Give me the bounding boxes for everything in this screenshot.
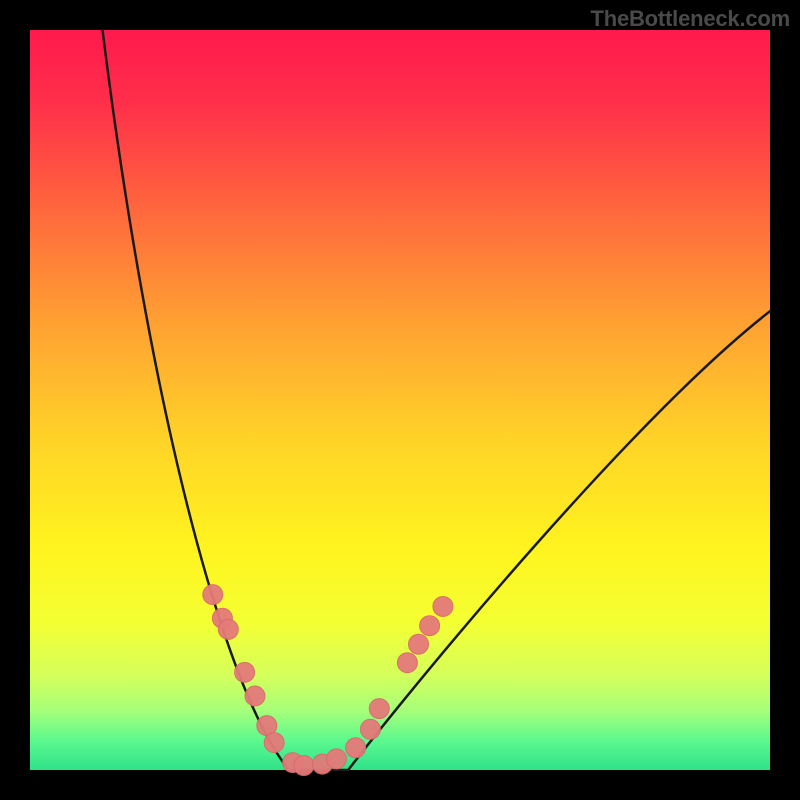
marker-point [360,719,380,739]
marker-point [235,662,255,682]
marker-point [245,686,265,706]
chart-svg [0,0,800,800]
marker-point [369,699,389,719]
marker-point [433,596,453,616]
marker-point [218,619,238,639]
marker-point [264,733,284,753]
marker-point [346,738,366,758]
marker-point [294,756,314,776]
marker-point [203,585,223,605]
marker-point [420,616,440,636]
marker-point [397,653,417,673]
watermark-text: TheBottleneck.com [590,6,790,32]
marker-point [326,749,346,769]
chart-frame: TheBottleneck.com [0,0,800,800]
marker-point [409,634,429,654]
